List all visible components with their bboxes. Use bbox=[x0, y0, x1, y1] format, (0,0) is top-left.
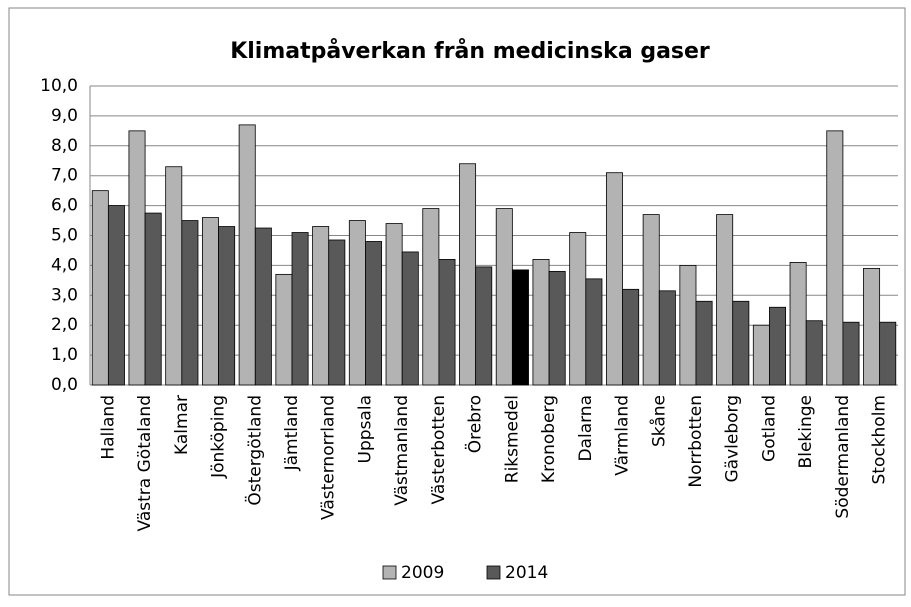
x-tick-label: Kalmar bbox=[172, 395, 192, 455]
x-tick-label: Blekinge bbox=[796, 395, 816, 468]
y-tick-label: 7,0 bbox=[51, 166, 78, 186]
bar bbox=[863, 267, 881, 386]
bar bbox=[622, 288, 640, 386]
bar bbox=[328, 239, 346, 386]
bar bbox=[128, 130, 146, 386]
bar bbox=[511, 269, 529, 386]
bar bbox=[312, 226, 330, 386]
bar bbox=[642, 214, 660, 386]
bar bbox=[385, 223, 403, 386]
bar bbox=[165, 166, 183, 386]
y-tick-label: 4,0 bbox=[51, 255, 78, 275]
x-tick-label: Östergötland bbox=[243, 395, 265, 506]
bar bbox=[144, 212, 162, 386]
bar bbox=[218, 226, 236, 386]
y-tick-label: 2,0 bbox=[51, 315, 78, 335]
chart-title: Klimatpåverkan från medicinska gaser bbox=[230, 38, 710, 64]
y-tick-label: 3,0 bbox=[51, 285, 78, 305]
bar bbox=[438, 259, 456, 386]
legend-label: 2009 bbox=[401, 563, 444, 583]
bar bbox=[291, 232, 309, 386]
y-tick-label: 1,0 bbox=[51, 345, 78, 365]
x-tick-label: Stockholm bbox=[870, 395, 890, 485]
bar bbox=[548, 270, 566, 386]
bar bbox=[658, 290, 676, 386]
x-tick-label: Halland bbox=[98, 395, 118, 460]
bar bbox=[254, 227, 272, 386]
x-tick-label: Västmanland bbox=[392, 395, 412, 506]
x-tick-label: Gävleborg bbox=[723, 395, 743, 483]
x-tick-label: Västernorrland bbox=[319, 395, 339, 520]
x-tick-label: Uppsala bbox=[355, 395, 375, 463]
bar bbox=[459, 163, 477, 386]
y-tick-label: 0,0 bbox=[51, 375, 78, 395]
x-tick-label: Jönköping bbox=[209, 395, 229, 479]
bar bbox=[532, 259, 550, 386]
bar bbox=[181, 220, 199, 386]
y-tick-label: 6,0 bbox=[51, 196, 78, 216]
x-tick-label: Riksmedel bbox=[502, 395, 522, 483]
bar bbox=[569, 232, 587, 386]
bar bbox=[585, 278, 603, 386]
bar bbox=[679, 264, 697, 386]
bar bbox=[107, 205, 125, 386]
legend-label: 2014 bbox=[505, 563, 548, 583]
bar bbox=[238, 124, 256, 386]
x-tick-label: Jämtland bbox=[282, 395, 302, 471]
x-tick-label: Västra Götaland bbox=[135, 395, 155, 531]
bar bbox=[91, 190, 109, 386]
bar bbox=[605, 172, 623, 386]
x-tick-label: Södermanland bbox=[833, 395, 853, 519]
y-tick-label: 5,0 bbox=[51, 226, 78, 246]
x-tick-label: Dalarna bbox=[576, 395, 596, 462]
bar bbox=[695, 300, 713, 386]
bar bbox=[842, 321, 860, 386]
bar bbox=[475, 266, 493, 386]
bar bbox=[752, 324, 770, 386]
x-tick-label: Skåne bbox=[648, 395, 669, 447]
bar bbox=[732, 300, 750, 386]
legend-swatch bbox=[382, 565, 397, 580]
bar bbox=[879, 321, 897, 386]
bar bbox=[805, 320, 823, 386]
x-tick-label: Gotland bbox=[759, 395, 779, 462]
bar bbox=[769, 306, 787, 386]
y-tick-label: 10,0 bbox=[40, 76, 78, 96]
bar bbox=[365, 241, 383, 386]
bar bbox=[401, 251, 419, 386]
bar bbox=[495, 208, 513, 386]
y-tick-label: 9,0 bbox=[51, 106, 78, 126]
bar bbox=[789, 262, 807, 386]
x-tick-label: Örebro bbox=[464, 395, 486, 453]
bar bbox=[716, 214, 734, 386]
bar bbox=[826, 130, 844, 386]
x-tick-label: Värmland bbox=[613, 395, 633, 476]
bar bbox=[348, 220, 366, 386]
legend-swatch bbox=[486, 565, 501, 580]
x-tick-label: Norrbotten bbox=[686, 395, 706, 488]
bar bbox=[201, 217, 219, 386]
x-tick-label: Kronoberg bbox=[539, 395, 559, 483]
y-tick-label: 8,0 bbox=[51, 136, 78, 156]
bar bbox=[275, 273, 293, 386]
bar bbox=[422, 208, 440, 386]
x-tick-label: Västerbotten bbox=[429, 395, 449, 504]
